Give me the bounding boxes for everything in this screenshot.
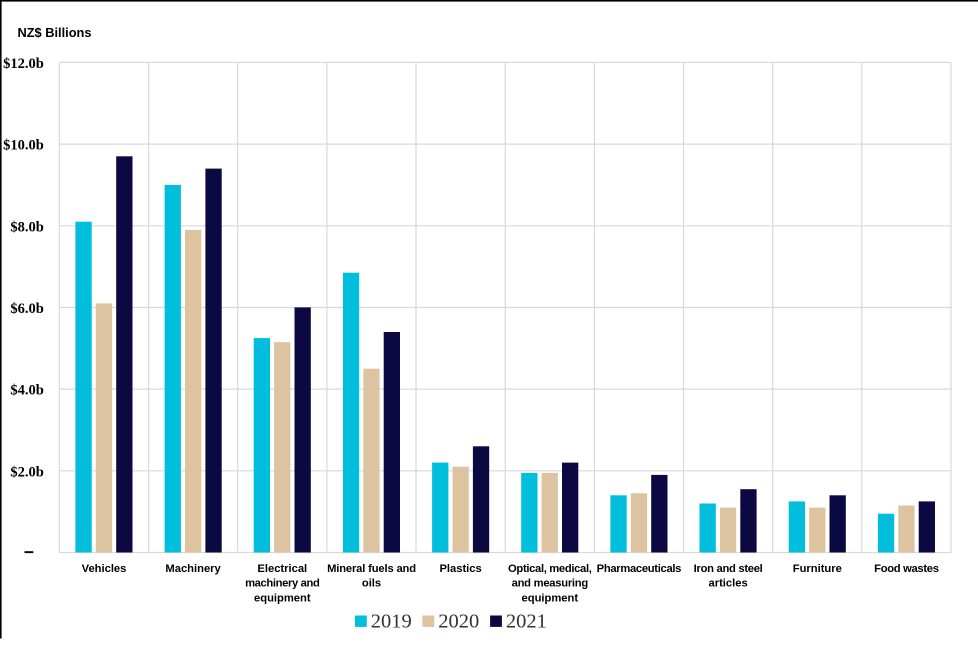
svg-text:Optical, medical,: Optical, medical, <box>508 563 592 575</box>
svg-text:Mineral fuels and: Mineral fuels and <box>327 563 416 575</box>
svg-text:$10.0b: $10.0b <box>3 138 44 154</box>
svg-text:articles: articles <box>709 578 748 590</box>
svg-text:NZ$ Billions: NZ$ Billions <box>18 25 92 40</box>
svg-text:$2.0b: $2.0b <box>10 464 43 480</box>
svg-text:$8.0b: $8.0b <box>10 219 43 235</box>
svg-text:Food wastes: Food wastes <box>874 563 939 575</box>
svg-text:oils: oils <box>362 578 381 590</box>
svg-text:Furniture: Furniture <box>793 563 842 575</box>
svg-text:2019: 2019 <box>371 611 412 633</box>
svg-text:Plastics: Plastics <box>439 563 481 575</box>
svg-text:$6.0b: $6.0b <box>10 301 43 317</box>
svg-text:equipment: equipment <box>254 592 311 604</box>
svg-text:Machinery: Machinery <box>165 563 221 575</box>
svg-text:equipment: equipment <box>522 592 579 604</box>
svg-text:Vehicles: Vehicles <box>82 563 127 575</box>
svg-text:2021: 2021 <box>506 611 547 633</box>
svg-text:and measuring: and measuring <box>512 578 589 590</box>
svg-text:2020: 2020 <box>438 611 479 633</box>
svg-text:machinery and: machinery and <box>245 578 320 590</box>
svg-text:Iron and steel: Iron and steel <box>694 563 763 575</box>
svg-text:Electrical: Electrical <box>257 563 307 575</box>
svg-text:$12.0b: $12.0b <box>3 56 44 72</box>
svg-text:Pharmaceuticals: Pharmaceuticals <box>597 563 682 575</box>
svg-text:$4.0b: $4.0b <box>10 383 43 399</box>
